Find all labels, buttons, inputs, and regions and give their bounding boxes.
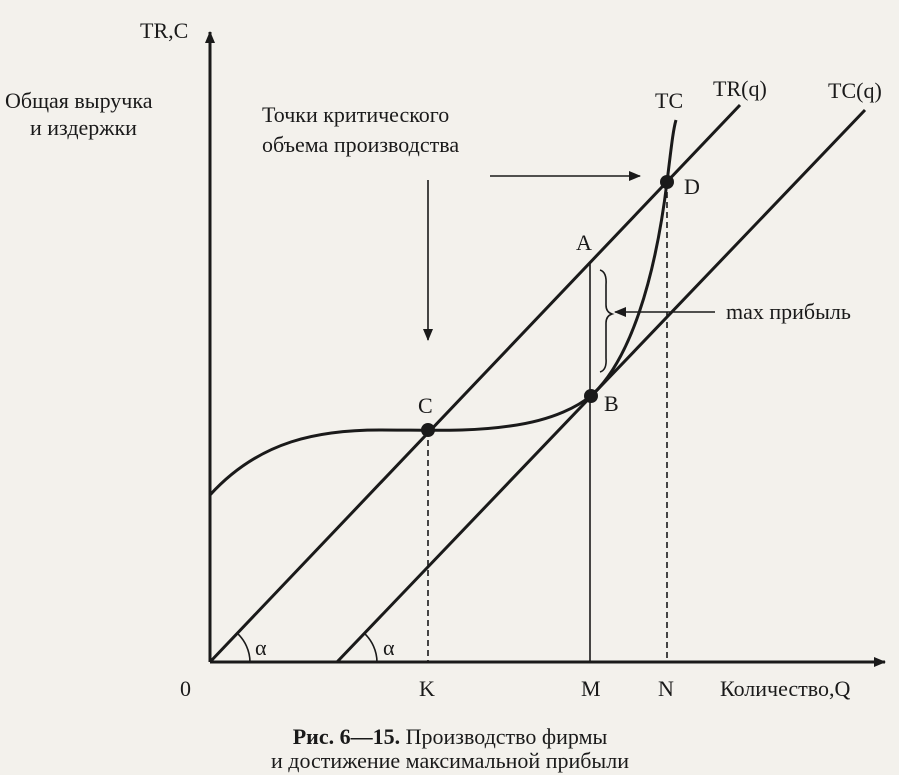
origin-label: 0 (180, 676, 191, 701)
caption-label: Рис. 6—15. (293, 724, 400, 749)
angle-arc (236, 632, 251, 663)
curve-label: TC (655, 88, 683, 113)
caption-text: и достижение максимальной прибыли (271, 748, 629, 773)
point (660, 175, 674, 189)
y-title: Общая выручка (5, 88, 153, 113)
curve-label: TC(q) (828, 78, 882, 103)
point-label: D (684, 174, 700, 199)
x-mark: N (658, 676, 674, 701)
point-label: A (576, 230, 592, 255)
angle-arc (363, 632, 378, 663)
point-label: B (604, 391, 619, 416)
x-label: Количество,Q (720, 676, 851, 701)
x-mark: M (581, 676, 601, 701)
y-label: TR,C (140, 18, 188, 43)
tc-curve (208, 119, 678, 497)
point-label: C (418, 393, 433, 418)
angle-label: α (383, 635, 395, 660)
point (584, 389, 598, 403)
caption: Рис. 6—15. Производство фирмы (293, 724, 608, 749)
y-title: и издержки (30, 115, 137, 140)
x-mark: K (419, 676, 435, 701)
point (421, 423, 435, 437)
angle-label: α (255, 635, 267, 660)
annotation: объема производства (262, 132, 459, 157)
annotation: max прибыль (726, 299, 851, 324)
curve-label: TR(q) (713, 76, 767, 101)
profit-brace (599, 269, 615, 373)
annotation: Точки критического (262, 102, 449, 127)
caption-text: Производство фирмы (406, 724, 608, 749)
tr-line (208, 103, 742, 664)
